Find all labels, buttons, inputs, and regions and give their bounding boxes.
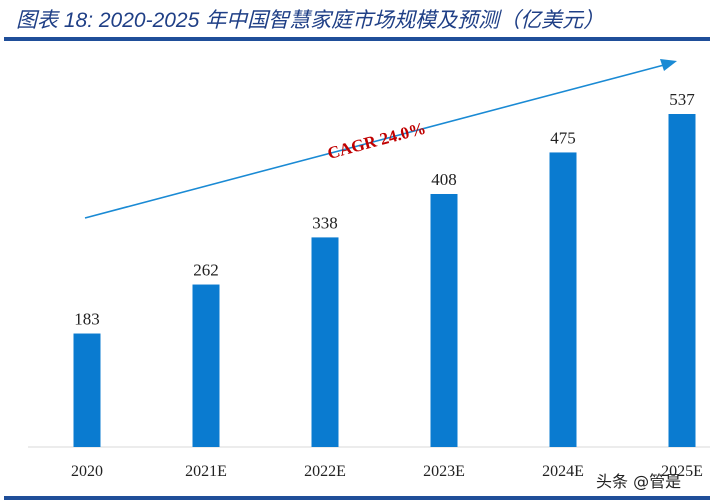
chart-title: 图表 18: 2020-2025 年中国智慧家庭市场规模及预测（亿美元） (16, 9, 605, 32)
title-rule (4, 37, 710, 41)
bottom-rule (4, 496, 710, 500)
cagr-arrow-line (84, 64, 665, 219)
x-tick-label: 2024E (542, 463, 584, 480)
bar (192, 284, 220, 447)
data-label: 537 (669, 90, 695, 109)
data-label: 183 (74, 310, 100, 329)
x-tick-label: 2020 (71, 463, 103, 480)
data-label: 408 (431, 170, 457, 189)
data-label: 338 (312, 213, 338, 232)
cagr-arrow-head (660, 59, 677, 71)
x-tick-label: 2025E (661, 463, 703, 480)
x-tick-label: 2022E (304, 463, 346, 480)
data-label: 475 (550, 128, 576, 147)
bar (311, 237, 339, 447)
bar (549, 152, 577, 447)
watermark: 头条 @管是 (596, 472, 682, 491)
x-tick-label: 2021E (185, 463, 227, 480)
data-label: 262 (193, 261, 219, 280)
cagr-annotation: CAGR 24.0% (325, 118, 428, 163)
bar (73, 333, 101, 447)
x-tick-label: 2023E (423, 463, 465, 480)
bar (668, 114, 696, 447)
bar (430, 193, 458, 447)
